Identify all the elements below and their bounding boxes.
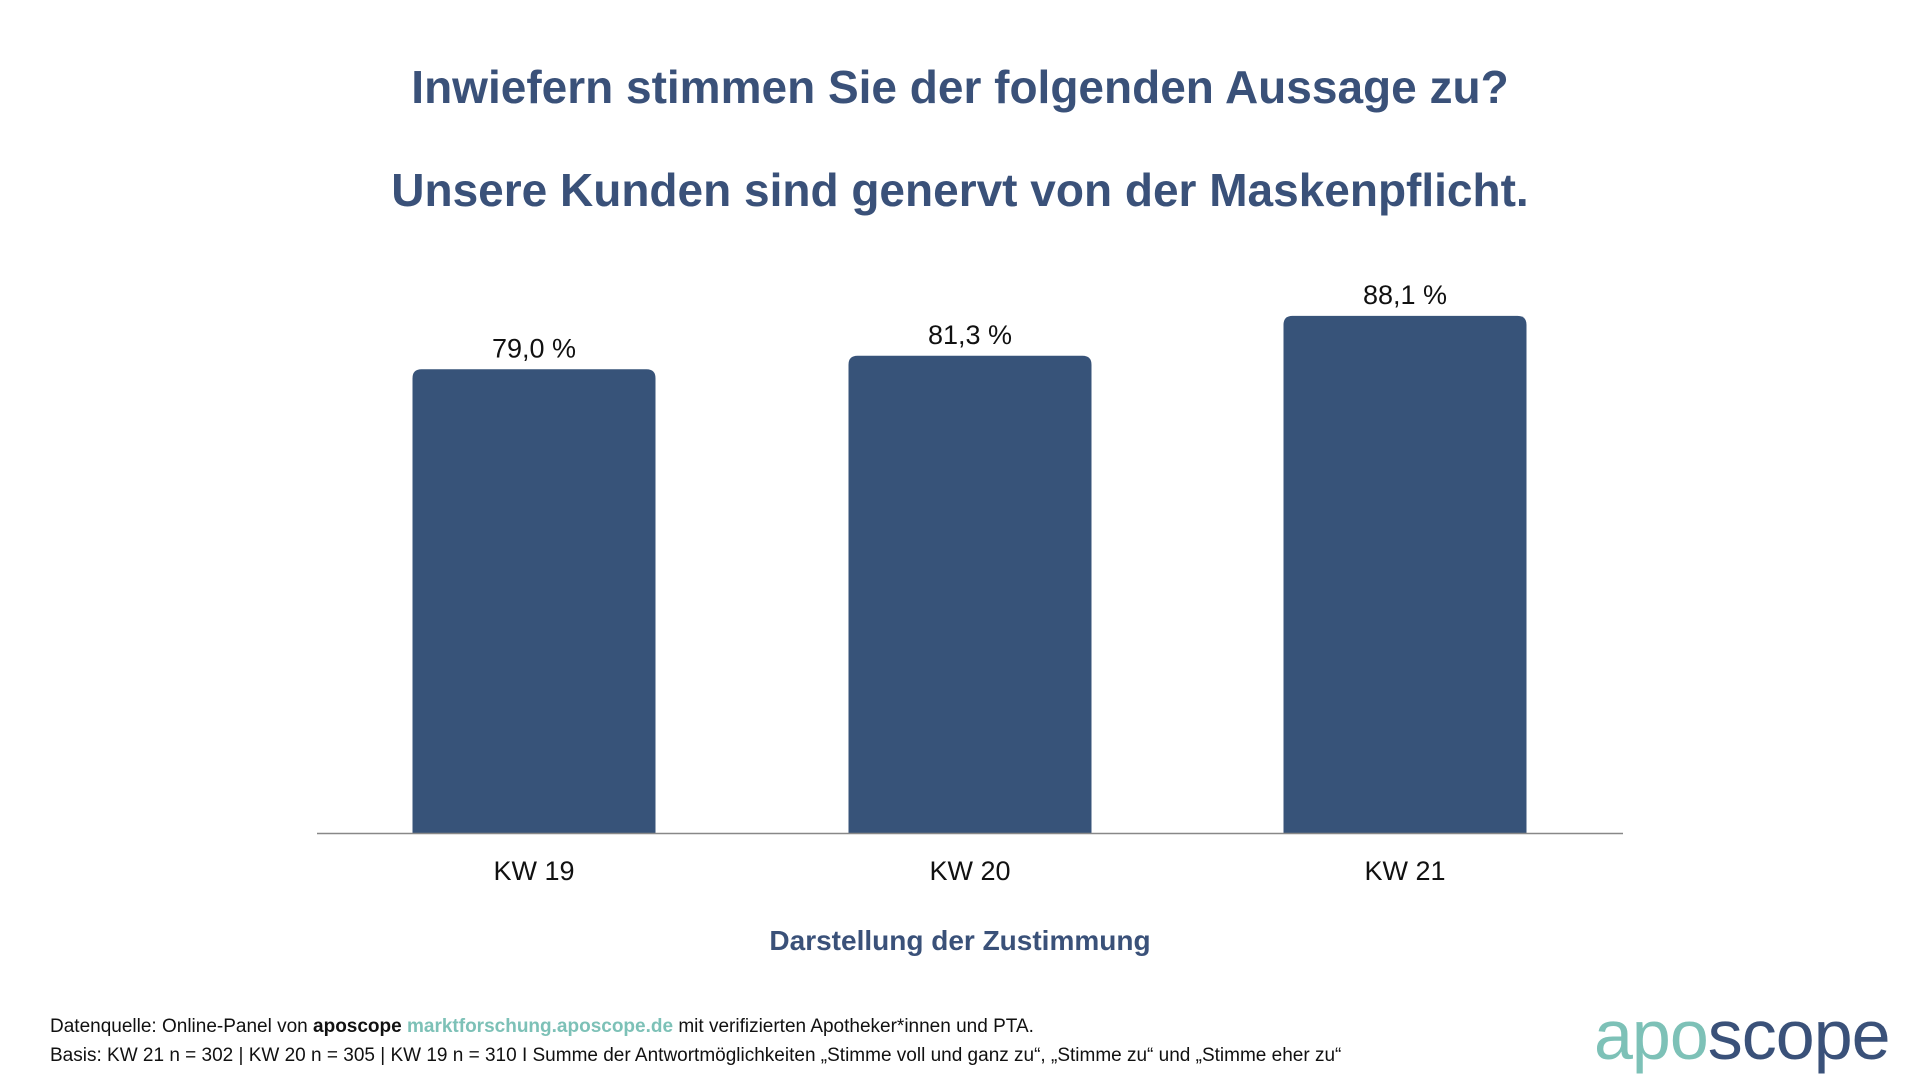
data-label: 81,3 %	[928, 320, 1012, 350]
bar-kw-19	[412, 369, 656, 833]
x-tick-label: KW 21	[1364, 856, 1445, 886]
chart-subtitle: Unsere Kunden sind genervt von der Maske…	[391, 164, 1529, 216]
bar-kw-20	[848, 355, 1092, 833]
aposcope-logo: aposcope	[1594, 995, 1891, 1075]
chart-title: Inwiefern stimmen Sie der folgenden Auss…	[411, 61, 1509, 113]
logo-part-apo: apo	[1594, 996, 1709, 1074]
footer-source: Datenquelle: Online-Panel von aposcope m…	[50, 1016, 1034, 1038]
source-suffix: mit verifizierten Apotheker*innen und PT…	[673, 1016, 1034, 1037]
x-tick-label: KW 19	[493, 856, 574, 886]
footer-basis: Basis: KW 21 n = 302 | KW 20 n = 305 | K…	[50, 1045, 1342, 1066]
source-link[interactable]: marktforschung.aposcope.de	[407, 1016, 674, 1037]
data-label: 88,1 %	[1363, 280, 1447, 310]
bar-kw-21	[1283, 315, 1527, 833]
x-tick-label: KW 20	[929, 856, 1010, 886]
bar-chart: 79,0 % KW 19 81,3 % KW 20 88,1 % KW 21	[317, 280, 1623, 886]
source-prefix: Datenquelle: Online-Panel von	[50, 1016, 314, 1037]
source-brand: aposcope	[313, 1016, 402, 1037]
x-axis-label: Darstellung der Zustimmung	[769, 925, 1151, 956]
logo-part-scope: scope	[1707, 996, 1891, 1074]
data-label: 79,0 %	[492, 333, 576, 363]
